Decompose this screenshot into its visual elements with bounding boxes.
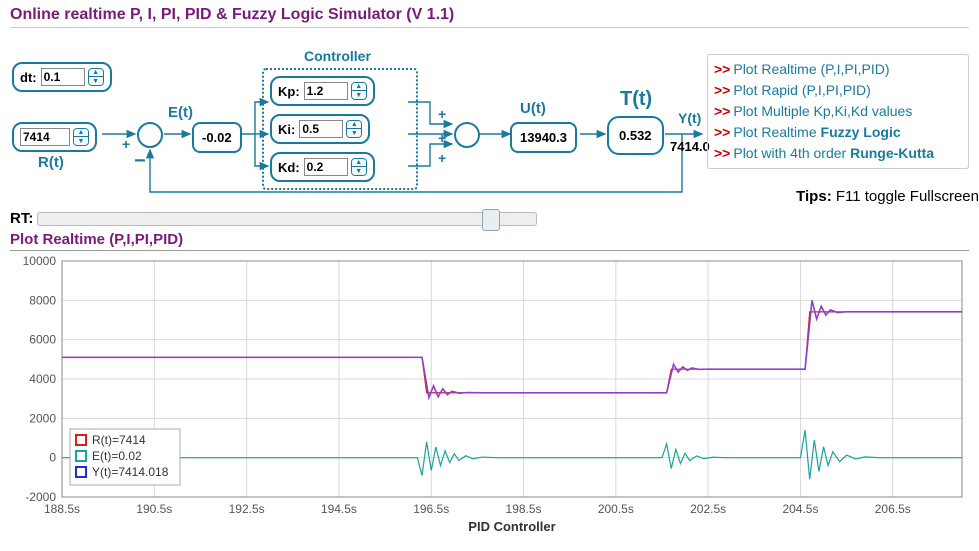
- link-item[interactable]: >>Plot Realtime (P,I,PI,PID): [714, 59, 962, 80]
- minus-sign: −: [134, 150, 146, 173]
- page-title: Online realtime P, I, PI, PID & Fuzzy Lo…: [10, 6, 969, 28]
- plus-sign: +: [438, 130, 446, 146]
- kd-input[interactable]: [304, 158, 348, 176]
- kd-spinner[interactable]: ▲▼: [351, 158, 367, 176]
- sum2-circle: [454, 122, 480, 148]
- svg-text:6000: 6000: [29, 333, 56, 347]
- kp-spinner[interactable]: ▲▼: [351, 82, 367, 100]
- kd-block: Kd: ▲▼: [270, 152, 375, 182]
- tips-text: F11 toggle Fullscreen: [832, 188, 979, 205]
- down-icon[interactable]: ▼: [74, 137, 88, 145]
- svg-text:202.5s: 202.5s: [690, 502, 726, 516]
- y-label: Y(t): [678, 110, 701, 126]
- svg-text:Y(t)=7414.018: Y(t)=7414.018: [92, 465, 169, 479]
- svg-text:200.5s: 200.5s: [598, 502, 634, 516]
- arrow-icon: >>: [714, 103, 730, 119]
- ki-input[interactable]: [299, 120, 343, 138]
- ki-label: Ki:: [278, 122, 295, 137]
- svg-text:PID Controller: PID Controller: [468, 519, 555, 534]
- r-spinner[interactable]: ▲▼: [73, 128, 89, 146]
- sum1-circle: [137, 122, 163, 148]
- rt-label: RT:: [10, 210, 33, 227]
- plot-title: Plot Realtime (P,I,PI,PID): [10, 231, 969, 251]
- svg-text:8000: 8000: [29, 293, 56, 307]
- controller-title: Controller: [304, 48, 371, 64]
- up-icon[interactable]: ▲: [352, 83, 366, 91]
- down-icon[interactable]: ▼: [347, 129, 361, 137]
- up-icon[interactable]: ▲: [74, 129, 88, 137]
- r-input[interactable]: [20, 128, 70, 146]
- e-label: E(t): [168, 104, 193, 121]
- r-block: ▲▼: [12, 122, 97, 152]
- svg-text:E(t)=0.02: E(t)=0.02: [92, 449, 142, 463]
- kp-label: Kp:: [278, 84, 300, 99]
- dt-spinner[interactable]: ▲▼: [88, 68, 104, 86]
- svg-text:188.5s: 188.5s: [44, 502, 80, 516]
- svg-text:R(t)=7414: R(t)=7414: [92, 433, 146, 447]
- dt-block: dt: ▲▼: [12, 62, 112, 92]
- t-value: 0.532: [607, 116, 664, 155]
- down-icon[interactable]: ▼: [352, 167, 366, 175]
- link-item[interactable]: >>Plot Realtime Fuzzy Logic: [714, 122, 962, 143]
- svg-text:192.5s: 192.5s: [229, 502, 265, 516]
- svg-text:2000: 2000: [29, 411, 56, 425]
- plus-sign: +: [438, 150, 446, 166]
- svg-text:206.5s: 206.5s: [875, 502, 911, 516]
- svg-text:204.5s: 204.5s: [782, 502, 818, 516]
- chart: -20000200040006000800010000188.5s190.5s1…: [10, 255, 970, 545]
- down-icon[interactable]: ▼: [89, 77, 103, 85]
- rt-row: RT:: [10, 210, 969, 227]
- arrow-icon: >>: [714, 82, 730, 98]
- y-value: 7414.0: [670, 139, 710, 154]
- ki-block: Ki: ▲▼: [270, 114, 370, 144]
- link-item[interactable]: >>Plot Rapid (P,I,PI,PID): [714, 80, 962, 101]
- up-icon[interactable]: ▲: [352, 159, 366, 167]
- dt-label: dt:: [20, 70, 37, 85]
- rt-slider[interactable]: [37, 212, 537, 226]
- r-label: R(t): [38, 154, 64, 171]
- u-label: U(t): [520, 100, 546, 117]
- down-icon[interactable]: ▼: [352, 91, 366, 99]
- up-icon[interactable]: ▲: [89, 69, 103, 77]
- rt-thumb[interactable]: [482, 209, 500, 231]
- svg-text:10000: 10000: [23, 255, 57, 268]
- arrow-icon: >>: [714, 61, 730, 77]
- kd-label: Kd:: [278, 160, 300, 175]
- top-area: dt: ▲▼ ▲▼ R(t) + − E(t) -0.02 Controller…: [10, 34, 969, 204]
- svg-text:190.5s: 190.5s: [136, 502, 172, 516]
- up-icon[interactable]: ▲: [347, 121, 361, 129]
- dt-input[interactable]: [41, 68, 85, 86]
- t-label: T(t): [620, 88, 652, 111]
- e-value: -0.02: [192, 122, 242, 153]
- svg-text:198.5s: 198.5s: [506, 502, 542, 516]
- tips: Tips: F11 toggle Fullscreen: [796, 188, 979, 205]
- svg-text:0: 0: [49, 451, 56, 465]
- svg-text:194.5s: 194.5s: [321, 502, 357, 516]
- link-item[interactable]: >>Plot Multiple Kp,Ki,Kd values: [714, 101, 962, 122]
- plus-sign: +: [122, 136, 130, 152]
- kp-input[interactable]: [304, 82, 348, 100]
- plus-sign: +: [438, 106, 446, 122]
- block-diagram: dt: ▲▼ ▲▼ R(t) + − E(t) -0.02 Controller…: [10, 34, 710, 204]
- kp-block: Kp: ▲▼: [270, 76, 375, 106]
- svg-text:196.5s: 196.5s: [413, 502, 449, 516]
- arrow-icon: >>: [714, 145, 730, 161]
- tips-label: Tips:: [796, 188, 832, 205]
- link-panel: >>Plot Realtime (P,I,PI,PID) >>Plot Rapi…: [707, 54, 969, 169]
- ki-spinner[interactable]: ▲▼: [346, 120, 362, 138]
- svg-text:4000: 4000: [29, 372, 56, 386]
- link-item[interactable]: >>Plot with 4th order Runge-Kutta: [714, 143, 962, 164]
- u-value: 13940.3: [510, 122, 577, 153]
- arrow-icon: >>: [714, 124, 730, 140]
